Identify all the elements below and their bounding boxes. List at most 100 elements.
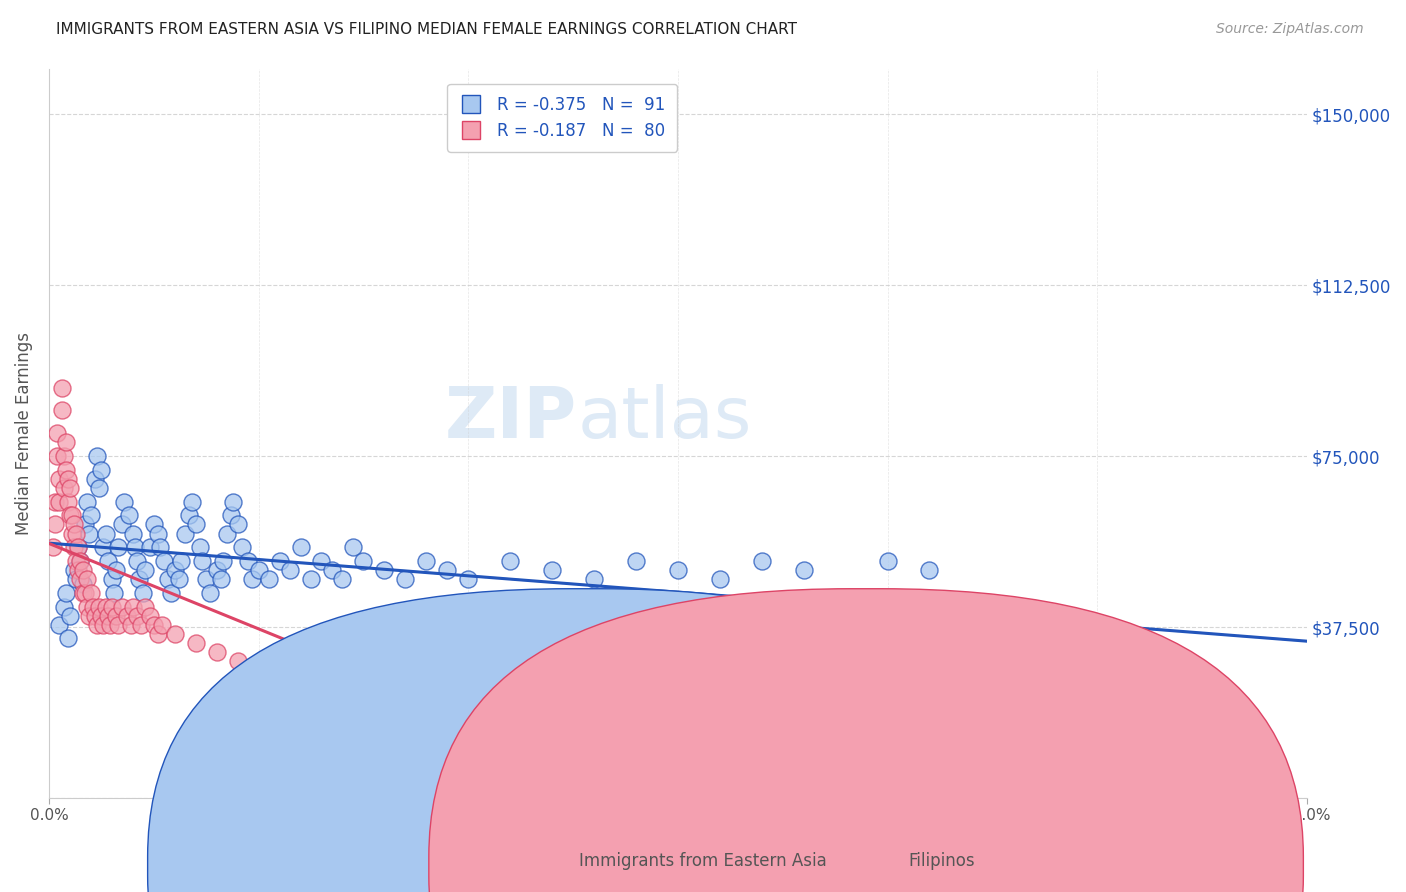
Point	[82, 599, 104, 614]
Point	[221, 508, 243, 523]
Point	[63, 563, 86, 577]
Point	[478, 699, 501, 714]
Point	[72, 586, 94, 600]
Point	[125, 608, 148, 623]
Point	[114, 494, 136, 508]
Point	[56, 632, 79, 646]
Point	[582, 572, 605, 586]
Point	[121, 526, 143, 541]
Y-axis label: Median Female Earnings: Median Female Earnings	[15, 332, 32, 535]
Point	[163, 627, 186, 641]
Point	[97, 554, 120, 568]
Point	[876, 554, 898, 568]
Point	[278, 563, 301, 577]
Point	[44, 494, 66, 508]
Point	[1002, 709, 1025, 723]
Point	[918, 563, 941, 577]
Point	[98, 617, 121, 632]
Point	[105, 563, 128, 577]
Point	[55, 463, 77, 477]
Point	[69, 572, 91, 586]
Point	[125, 554, 148, 568]
Point	[48, 494, 70, 508]
Point	[76, 494, 98, 508]
Point	[562, 709, 585, 723]
Point	[142, 517, 165, 532]
Point	[103, 586, 125, 600]
Point	[51, 403, 73, 417]
Point	[311, 554, 333, 568]
Point	[541, 727, 564, 741]
Point	[184, 517, 207, 532]
Point	[65, 554, 87, 568]
Point	[188, 541, 211, 555]
Point	[499, 554, 522, 568]
Point	[174, 526, 197, 541]
Point	[134, 599, 156, 614]
Point	[107, 541, 129, 555]
Point	[352, 554, 374, 568]
Point	[624, 736, 647, 750]
Point	[321, 563, 343, 577]
Point	[67, 563, 90, 577]
Point	[436, 563, 458, 577]
Point	[205, 645, 228, 659]
Point	[55, 435, 77, 450]
Text: Immigrants from Eastern Asia: Immigrants from Eastern Asia	[579, 852, 827, 870]
Point	[132, 586, 155, 600]
Point	[86, 617, 108, 632]
Point	[42, 541, 65, 555]
Point	[352, 690, 374, 705]
Point	[59, 508, 82, 523]
Point	[65, 572, 87, 586]
Legend: R = -0.375   N =  91, R = -0.187   N =  80: R = -0.375 N = 91, R = -0.187 N = 80	[447, 84, 678, 152]
Point	[93, 617, 115, 632]
Point	[55, 586, 77, 600]
Point	[63, 517, 86, 532]
Point	[226, 654, 249, 668]
Point	[299, 572, 322, 586]
Point	[138, 608, 160, 623]
Point	[142, 617, 165, 632]
Point	[499, 709, 522, 723]
Point	[191, 554, 214, 568]
Point	[117, 508, 139, 523]
Point	[89, 599, 111, 614]
Point	[84, 472, 107, 486]
Point	[69, 554, 91, 568]
Point	[1085, 699, 1108, 714]
Point	[52, 449, 75, 463]
Point	[167, 572, 190, 586]
Point	[394, 572, 416, 586]
Point	[73, 517, 96, 532]
Point	[751, 554, 773, 568]
Point	[373, 664, 395, 678]
Point	[146, 627, 169, 641]
Point	[184, 636, 207, 650]
Point	[269, 554, 291, 568]
Point	[394, 673, 416, 687]
Point	[149, 541, 172, 555]
Point	[212, 554, 235, 568]
Point	[52, 481, 75, 495]
Point	[236, 554, 259, 568]
Point	[195, 572, 218, 586]
Point	[101, 572, 124, 586]
Point	[342, 541, 364, 555]
Point	[311, 673, 333, 687]
Point	[157, 572, 180, 586]
Point	[46, 449, 69, 463]
Point	[86, 449, 108, 463]
Point	[101, 599, 124, 614]
Point	[60, 508, 83, 523]
Point	[217, 526, 239, 541]
Point	[209, 572, 232, 586]
Point	[111, 517, 134, 532]
Point	[180, 494, 202, 508]
Point	[51, 381, 73, 395]
Point	[90, 463, 112, 477]
Point	[94, 526, 117, 541]
Point	[332, 681, 354, 696]
Point	[226, 517, 249, 532]
Point	[89, 481, 111, 495]
